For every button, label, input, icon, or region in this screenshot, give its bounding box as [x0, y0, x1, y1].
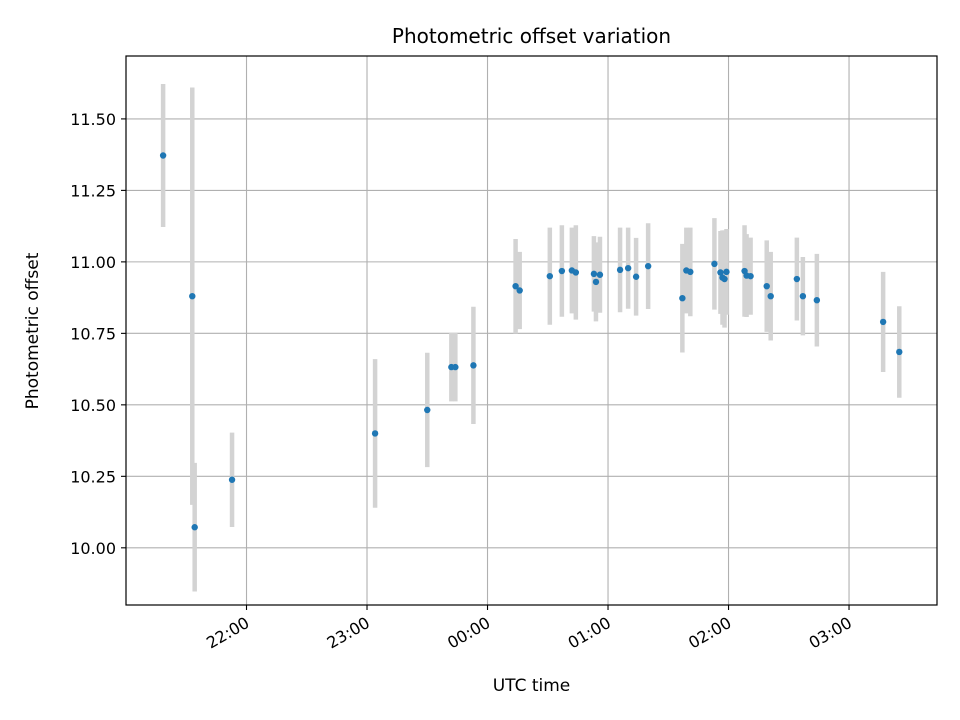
- data-point: [592, 278, 600, 286]
- y-tick-label: 11.00: [70, 253, 116, 272]
- data-point: [516, 287, 523, 294]
- data-point: [546, 272, 554, 280]
- data-point: [644, 262, 652, 270]
- y-axis-label: Photometric offset: [23, 252, 43, 409]
- data-point: [679, 294, 686, 302]
- data-point: [452, 363, 459, 371]
- data-points: [159, 152, 903, 531]
- x-axis-label: UTC time: [493, 676, 571, 696]
- data-point: [632, 273, 640, 280]
- y-tick-label: 10.75: [70, 324, 116, 343]
- data-point: [596, 271, 604, 278]
- data-point: [747, 272, 754, 280]
- data-point: [590, 270, 598, 278]
- data-point: [763, 282, 770, 290]
- data-point: [799, 292, 807, 300]
- y-tick-label: 10.00: [70, 539, 116, 558]
- y-tick-label: 10.25: [70, 467, 116, 486]
- y-axis-ticks: 10.00 10.25 10.50 10.75 11.00 11.25 11.50: [70, 110, 126, 558]
- y-tick-label: 10.50: [70, 396, 116, 415]
- data-point: [896, 348, 903, 356]
- data-point: [512, 282, 519, 290]
- data-point: [711, 260, 718, 268]
- plot-frame: [125, 55, 938, 606]
- data-point: [572, 269, 580, 276]
- data-point: [189, 292, 196, 300]
- data-point: [616, 266, 624, 274]
- data-point: [767, 292, 774, 300]
- data-point: [191, 524, 198, 531]
- y-tick-label: 11.50: [70, 110, 116, 129]
- data-point: [624, 264, 632, 272]
- data-point: [228, 476, 236, 483]
- data-point: [723, 268, 730, 276]
- data-point: [159, 152, 167, 159]
- y-tick-label: 11.25: [70, 181, 116, 200]
- data-point: [721, 275, 728, 283]
- data-point: [558, 267, 566, 275]
- data-point: [793, 275, 801, 283]
- data-point: [879, 318, 887, 326]
- chart-title: Photometric offset variation: [392, 24, 671, 48]
- data-point: [371, 430, 379, 437]
- data-point: [717, 269, 724, 276]
- data-point: [687, 268, 694, 276]
- data-point: [424, 406, 431, 414]
- data-point: [813, 296, 821, 304]
- data-point: [470, 362, 477, 369]
